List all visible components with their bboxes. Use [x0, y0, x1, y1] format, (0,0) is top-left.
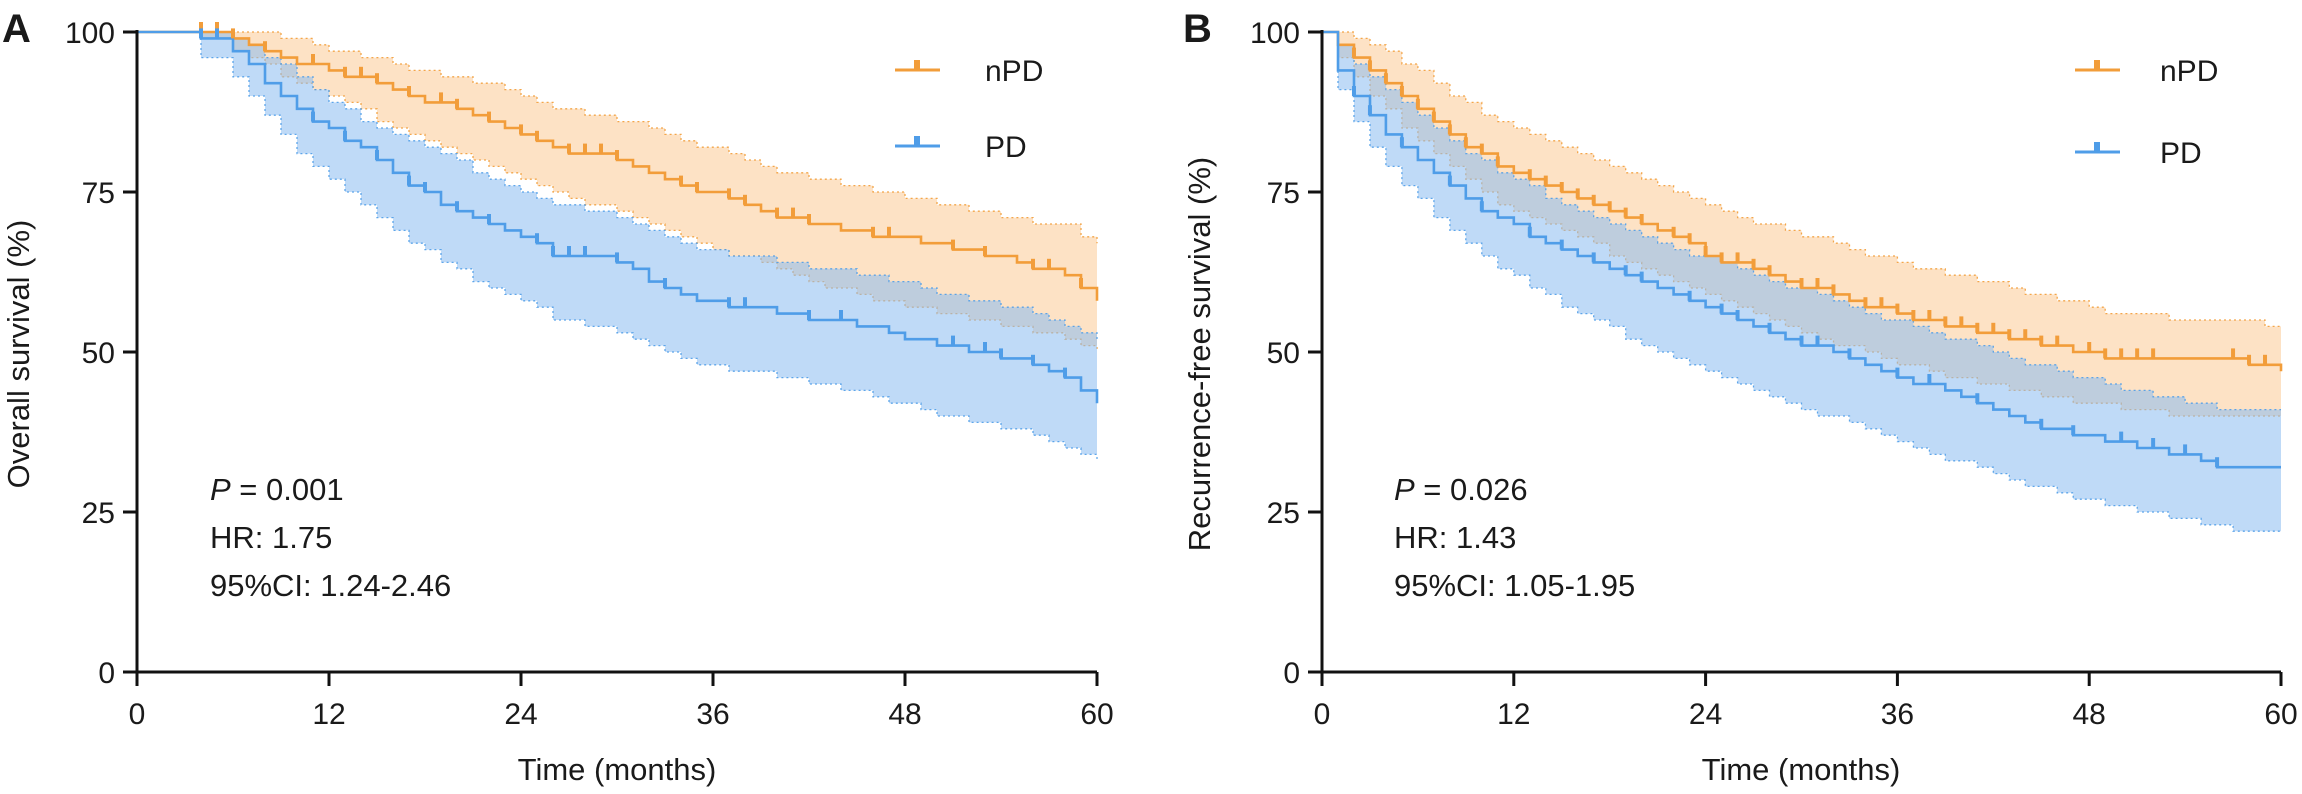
ci-bands	[137, 31, 1098, 461]
x-tick-label: 0	[1314, 698, 1331, 731]
confidence-interval: 95%CI: 1.24-2.46	[210, 568, 451, 603]
y-tick-label: 50	[1267, 337, 1300, 370]
x-axis-title: Time (months)	[518, 752, 717, 787]
ci-upper-edge-npd	[137, 31, 1098, 244]
x-tick-label: 60	[2264, 698, 2297, 731]
y-tick-label: 25	[82, 497, 115, 530]
legend-item-npd: nPD	[2075, 55, 2218, 88]
y-tick-label: 100	[65, 17, 115, 50]
x-tick-label: 12	[312, 698, 345, 731]
legend-label-npd: nPD	[2160, 55, 2218, 88]
y-tick-label: 75	[1267, 177, 1300, 210]
ci-upper-edge-pd	[137, 31, 1098, 340]
legend: nPD PD	[2075, 55, 2218, 170]
x-axis-title: Time (months)	[1702, 752, 1901, 787]
x-tick-label: 36	[1881, 698, 1914, 731]
panel-b: B 0 12 24 36 48 60 0 25 50 75 100 Time (months) Re…	[1182, 7, 2298, 787]
legend-item-npd: nPD	[895, 55, 1043, 88]
censor-marks	[199, 22, 1083, 378]
x-tick-label: 0	[129, 698, 146, 731]
panel-letter-b: B	[1183, 7, 1212, 51]
legend-label-pd: PD	[2160, 137, 2202, 170]
tick-labels: 0 12 24 36 48 60 0 25 50 75 100	[65, 17, 1114, 731]
legend: nPD PD	[895, 55, 1043, 164]
p-value: P = 0.001	[210, 472, 344, 507]
ci-band-npd	[1322, 32, 2281, 416]
p-label: P	[1394, 472, 1415, 507]
panel-letter-a: A	[2, 7, 31, 51]
legend-item-pd: PD	[2075, 137, 2202, 170]
axes	[123, 30, 1099, 686]
x-tick-label: 60	[1080, 698, 1113, 731]
p-label: P	[210, 472, 231, 507]
stats-annotation: P = 0.001 HR: 1.75 95%CI: 1.24-2.46	[210, 472, 451, 603]
x-tick-label: 12	[1497, 698, 1530, 731]
y-tick-label: 50	[82, 337, 115, 370]
stats-annotation: P = 0.026 HR: 1.43 95%CI: 1.05-1.95	[1394, 472, 1635, 603]
x-tick-label: 24	[504, 698, 537, 731]
y-axis-title: Recurrence-free survival (%)	[1182, 157, 1217, 552]
censor-marks	[1351, 47, 2268, 468]
ci-band-pd	[1322, 32, 2281, 532]
p-value-text: = 0.026	[1415, 472, 1528, 507]
ci-upper-edge-npd	[1322, 31, 2281, 328]
x-tick-label: 48	[888, 698, 921, 731]
y-tick-label: 100	[1250, 17, 1300, 50]
ci-bands	[1322, 31, 2281, 532]
x-tick-label: 24	[1689, 698, 1722, 731]
hazard-ratio: HR: 1.75	[210, 520, 332, 555]
y-tick-label: 0	[1283, 657, 1300, 690]
y-tick-label: 25	[1267, 497, 1300, 530]
ci-lower-edge-pd	[137, 31, 1098, 461]
p-value: P = 0.026	[1394, 472, 1528, 507]
p-value-text: = 0.001	[231, 472, 344, 507]
legend-label-npd: nPD	[985, 55, 1043, 88]
y-tick-label: 75	[82, 177, 115, 210]
y-axis-title: Overall survival (%)	[1, 220, 36, 489]
survival-curve-pd	[137, 30, 1099, 404]
legend-label-pd: PD	[985, 131, 1027, 164]
y-tick-label: 0	[98, 657, 115, 690]
ci-band-pd	[137, 32, 1097, 461]
hazard-ratio: HR: 1.43	[1394, 520, 1516, 555]
confidence-interval: 95%CI: 1.05-1.95	[1394, 568, 1635, 603]
tick-labels: 0 12 24 36 48 60 0 25 50 75 100	[1250, 17, 2298, 731]
legend-item-pd: PD	[895, 131, 1027, 164]
panel-a: A 0 12 24 36 48 60 0 25 50 75 100 Time (months) Ov…	[1, 7, 1114, 787]
x-tick-label: 36	[696, 698, 729, 731]
axes	[1308, 30, 2283, 686]
x-tick-label: 48	[2073, 698, 2106, 731]
